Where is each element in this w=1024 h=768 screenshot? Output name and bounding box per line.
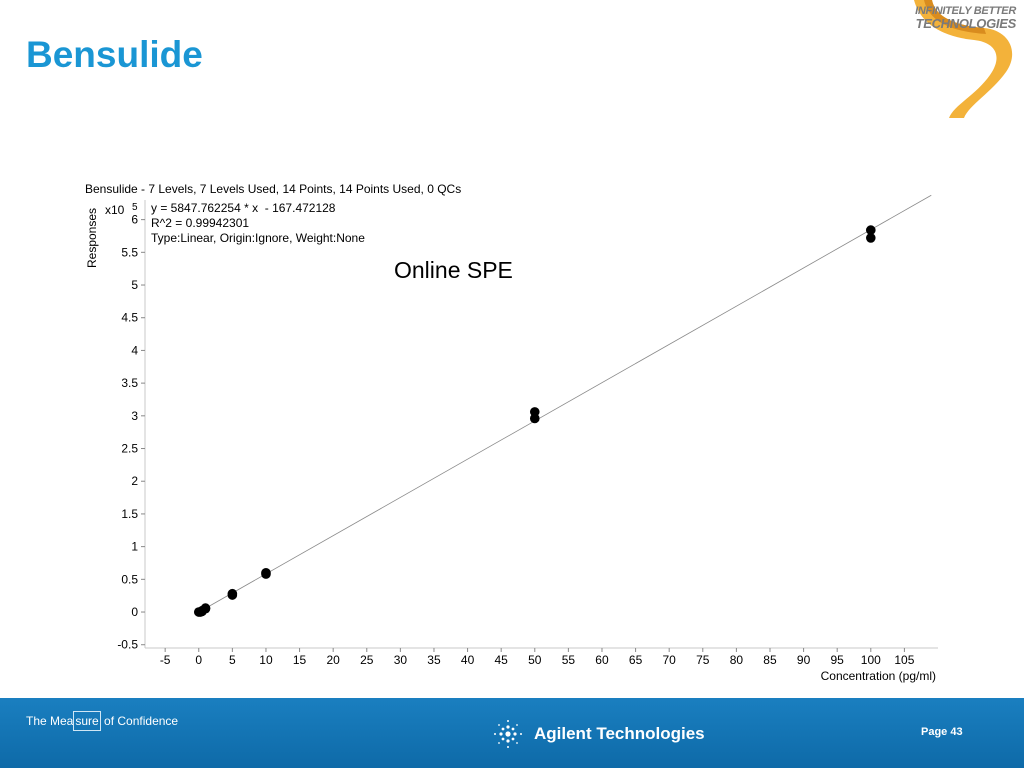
company-name: Agilent Technologies — [534, 724, 705, 743]
y-tick-label: 2.5 — [121, 442, 138, 456]
x-tick-label: 80 — [730, 653, 744, 667]
x-tick-label: 20 — [326, 653, 340, 667]
y-tick-label: 0 — [131, 605, 138, 619]
x-tick-label: 40 — [461, 653, 475, 667]
data-point — [200, 603, 211, 613]
footer-tagline: The Mea sure of Confidence — [26, 711, 179, 731]
agilent-logo: Agilent Technologies — [490, 714, 705, 754]
y-tick-label: -0.5 — [117, 638, 138, 652]
y-tick-label: 2 — [131, 474, 138, 488]
x-tick-label: 0 — [195, 653, 202, 667]
agilent-spark-icon — [494, 720, 522, 748]
y-tick-label: 3 — [131, 409, 138, 423]
chart-annotation: Online SPE — [394, 257, 513, 283]
x-tick-label: 10 — [259, 653, 273, 667]
calibration-chart: Bensulide - 7 Levels, 7 Levels Used, 14 … — [85, 182, 938, 683]
x-tick-label: 85 — [763, 653, 777, 667]
x-tick-label: 75 — [696, 653, 710, 667]
y-tick-label: 3.5 — [121, 376, 138, 390]
page-number: Page 43 — [921, 726, 963, 738]
fit-type: Type:Linear, Origin:Ignore, Weight:None — [151, 231, 365, 245]
y-tick-label: 4 — [131, 343, 138, 357]
tagline-boxed-part: sure — [73, 711, 101, 731]
y-tick-label: 1 — [131, 540, 138, 554]
y-tick-label: 1.5 — [121, 507, 138, 521]
x-tick-label: 30 — [394, 653, 408, 667]
x-tick-label: -5 — [160, 653, 171, 667]
chart-axes: -5 0 5 10 15 20 25 30 35 40 45 50 55 60 65 70 75 80 85 90 95… — [117, 200, 938, 667]
tagline-part-2: of Confidence — [100, 714, 179, 728]
x-tick-label: 50 — [528, 653, 542, 667]
data-point — [227, 588, 238, 599]
y-tick-label: 5.5 — [121, 245, 138, 259]
x-tick-label: 55 — [562, 653, 576, 667]
y-multiplier-exp: 5 — [132, 202, 138, 213]
x-tick-label: 60 — [595, 653, 609, 667]
x-tick-label: 45 — [494, 653, 508, 667]
fit-line — [198, 194, 932, 613]
x-tick-label: 35 — [427, 653, 441, 667]
y-axis-label: Responses — [85, 208, 99, 268]
tagline-part-1: The Mea — [26, 714, 74, 728]
slide-title: Bensulide — [26, 34, 203, 75]
ribbon-logo-icon: INFINITELY BETTER TECHNOLOGIES — [894, 0, 1024, 120]
y-multiplier: x10 — [105, 203, 125, 217]
brand-line-2: TECHNOLOGIES — [915, 16, 1017, 31]
chart-title: Bensulide - 7 Levels, 7 Levels Used, 14 … — [85, 182, 461, 196]
y-tick-label: 6 — [131, 213, 138, 227]
brand-line-1: INFINITELY BETTER — [915, 5, 1016, 17]
data-points-layer — [193, 225, 876, 617]
data-point — [865, 233, 876, 243]
x-tick-label: 100 — [861, 653, 881, 667]
x-tick-label: 5 — [229, 653, 236, 667]
data-point — [529, 407, 540, 417]
x-tick-label: 25 — [360, 653, 374, 667]
y-tick-label: 5 — [131, 278, 138, 292]
data-point — [261, 567, 271, 578]
x-tick-label: 70 — [663, 653, 677, 667]
x-tick-label: 95 — [831, 653, 845, 667]
fit-line-layer — [198, 194, 932, 613]
x-axis-label: Concentration (pg/ml) — [821, 669, 936, 683]
fit-r-squared: R^2 = 0.99942301 — [151, 216, 249, 230]
footer-bar: The Mea sure of Confidence Agilent Techno… — [0, 698, 1024, 768]
x-tick-label: 90 — [797, 653, 811, 667]
data-point — [865, 225, 876, 235]
x-tick-label: 105 — [894, 653, 914, 667]
y-tick-label: 4.5 — [121, 311, 138, 325]
x-tick-label: 15 — [293, 653, 307, 667]
x-tick-label: 65 — [629, 653, 643, 667]
fit-equation: y = 5847.762254 * x - 167.472128 — [151, 201, 336, 215]
y-tick-label: 0.5 — [121, 572, 138, 586]
